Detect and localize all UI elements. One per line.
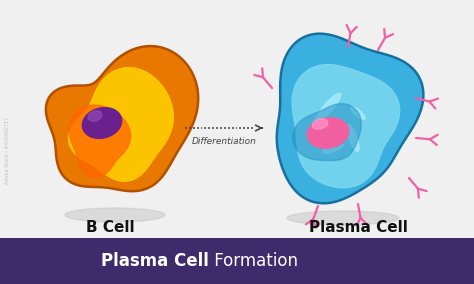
Bar [0, 238, 474, 284]
Ellipse shape [82, 108, 122, 138]
Ellipse shape [307, 118, 349, 148]
Ellipse shape [65, 208, 165, 222]
Polygon shape [277, 34, 423, 203]
Ellipse shape [287, 211, 399, 225]
Text: Differentiation: Differentiation [191, 137, 256, 146]
Ellipse shape [323, 143, 343, 153]
Ellipse shape [88, 111, 102, 121]
Text: Adobe Stock | #400992717: Adobe Stock | #400992717 [4, 116, 10, 184]
Ellipse shape [312, 119, 328, 129]
Polygon shape [69, 68, 173, 181]
Polygon shape [292, 65, 400, 188]
Polygon shape [69, 105, 130, 177]
Ellipse shape [351, 107, 365, 119]
Polygon shape [46, 46, 198, 191]
Text: Plasma Cell: Plasma Cell [101, 252, 209, 270]
Ellipse shape [315, 93, 341, 123]
Text: Plasma Cell: Plasma Cell [309, 220, 408, 235]
Polygon shape [293, 104, 361, 160]
Ellipse shape [347, 125, 359, 151]
Text: Formation: Formation [209, 252, 298, 270]
Text: B Cell: B Cell [86, 220, 134, 235]
